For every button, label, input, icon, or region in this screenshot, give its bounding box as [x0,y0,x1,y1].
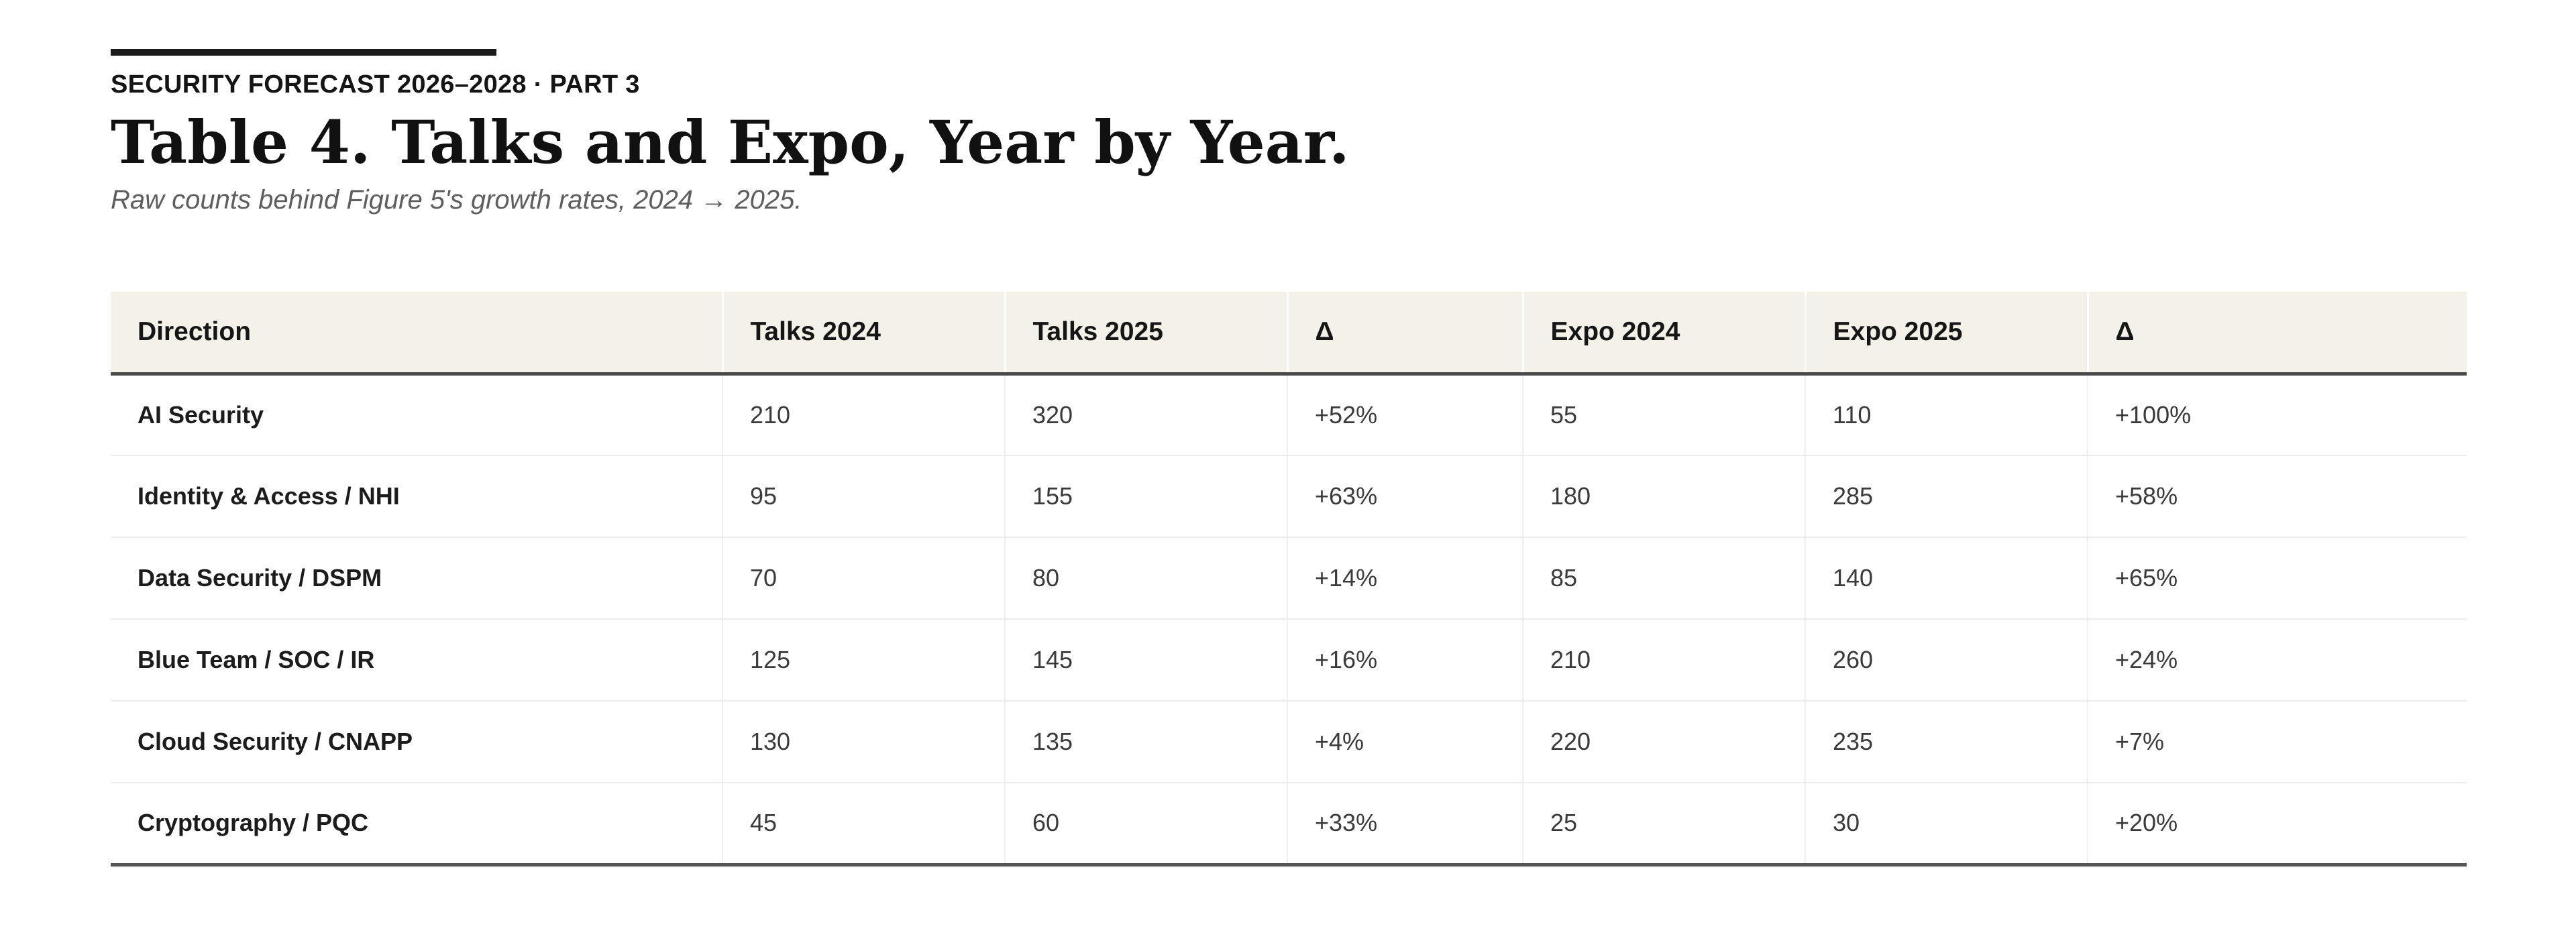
column-header-expo-2025: Expo 2025 [1804,292,2088,376]
column-header-expo-delta: Δ [2086,292,2467,376]
expo-delta-cell: +65% [2087,537,2467,620]
expo-delta-cell: +20% [2087,783,2467,867]
expo-2025-cell: 235 [1805,701,2088,783]
top-rule [111,49,496,56]
talks-2025-cell: 60 [1004,783,1287,867]
talks-delta-cell: +16% [1287,619,1523,702]
column-header-talks-2024: Talks 2024 [721,292,1005,376]
table-body: AI Security 210 320 +52% 55 110 +100% Id… [111,374,2467,867]
expo-delta-cell: +100% [2087,374,2467,456]
page-title: Table 4. Talks and Expo, Year by Year. [111,107,1350,177]
direction-cell: Identity & Access / NHI [111,455,722,538]
page-subtitle: Raw counts behind Figure 5's growth rate… [111,184,802,215]
expo-2024-cell: 85 [1522,537,1805,620]
table-row: Identity & Access / NHI 95 155 +63% 180 … [111,455,2467,538]
talks-2025-cell: 320 [1004,374,1287,456]
expo-2025-cell: 260 [1805,619,2088,702]
talks-2024-cell: 70 [722,537,1005,620]
talks-delta-cell: +63% [1287,455,1523,538]
direction-cell: Blue Team / SOC / IR [111,619,722,702]
expo-2025-cell: 110 [1805,374,2088,456]
direction-cell: Cloud Security / CNAPP [111,701,722,783]
table-header: Direction Talks 2024 Talks 2025 Δ Expo 2… [111,292,2467,376]
table-row: AI Security 210 320 +52% 55 110 +100% [111,374,2467,456]
expo-2025-cell: 140 [1805,537,2088,620]
column-header-expo-2024: Expo 2024 [1521,292,1805,376]
expo-2024-cell: 220 [1522,701,1805,783]
direction-cell: AI Security [111,374,722,456]
expo-2024-cell: 180 [1522,455,1805,538]
table-row: Blue Team / SOC / IR 125 145 +16% 210 26… [111,619,2467,702]
expo-delta-cell: +24% [2087,619,2467,702]
data-table: Direction Talks 2024 Talks 2025 Δ Expo 2… [111,292,2467,867]
talks-2024-cell: 125 [722,619,1005,702]
expo-delta-cell: +58% [2087,455,2467,538]
expo-2025-cell: 285 [1805,455,2088,538]
header-row: Direction Talks 2024 Talks 2025 Δ Expo 2… [111,292,2467,376]
talks-delta-cell: +52% [1287,374,1523,456]
expo-2024-cell: 25 [1522,783,1805,867]
expo-delta-cell: +7% [2087,701,2467,783]
talks-2024-cell: 45 [722,783,1005,867]
talks-2024-cell: 95 [722,455,1005,538]
table-row: Cloud Security / CNAPP 130 135 +4% 220 2… [111,701,2467,783]
kicker: SECURITY FORECAST 2026–2028 · PART 3 [111,70,640,99]
direction-cell: Cryptography / PQC [111,783,722,867]
talks-delta-cell: +14% [1287,537,1523,620]
talks-2024-cell: 130 [722,701,1005,783]
talks-2024-cell: 210 [722,374,1005,456]
table-row: Cryptography / PQC 45 60 +33% 25 30 +20% [111,783,2467,867]
talks-2025-cell: 145 [1004,619,1287,702]
expo-2024-cell: 55 [1522,374,1805,456]
document-page: SECURITY FORECAST 2026–2028 · PART 3 Tab… [111,49,2467,867]
expo-2024-cell: 210 [1522,619,1805,702]
column-header-talks-delta: Δ [1286,292,1523,376]
talks-2025-cell: 80 [1004,537,1287,620]
talks-delta-cell: +4% [1287,701,1523,783]
table-row: Data Security / DSPM 70 80 +14% 85 140 +… [111,537,2467,620]
talks-2025-cell: 135 [1004,701,1287,783]
column-header-talks-2025: Talks 2025 [1004,292,1287,376]
expo-2025-cell: 30 [1805,783,2088,867]
talks-2025-cell: 155 [1004,455,1287,538]
talks-delta-cell: +33% [1287,783,1523,867]
column-header-direction: Direction [111,292,722,376]
direction-cell: Data Security / DSPM [111,537,722,620]
